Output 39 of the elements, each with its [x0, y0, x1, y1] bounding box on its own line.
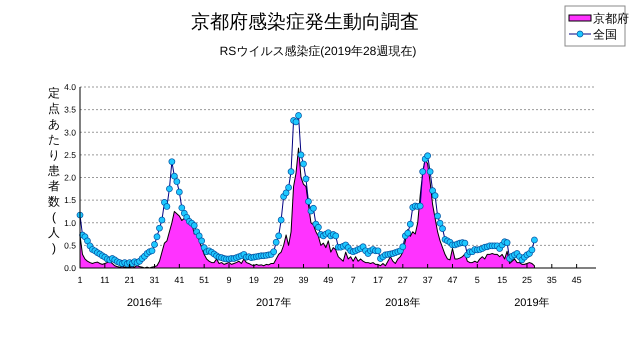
x-tick-label: 45 [572, 275, 582, 285]
x-tick-label: 21 [124, 275, 135, 285]
y-tick-label: 2.5 [64, 150, 76, 160]
x-tick-label: 47 [447, 275, 458, 285]
x-tick-label: 49 [323, 275, 334, 285]
x-tick-label: 41 [174, 275, 184, 285]
x-tick-label: 9 [226, 275, 232, 285]
x-tick-label: 11 [100, 275, 110, 285]
text: 2016年 [126, 297, 162, 309]
x-tick-label: 31 [149, 275, 160, 285]
y-tick-label: 1.5 [64, 195, 76, 206]
x-tick-label: 19 [248, 275, 259, 285]
chart-title: 京都府感染症発生動向調査 [191, 11, 419, 33]
x-tick-label: 39 [298, 275, 308, 285]
text: 定点あたり患者数(人) [48, 86, 60, 255]
x-tick-label: 5 [474, 275, 480, 285]
text: 2018年 [385, 297, 421, 309]
y-tick-label: 4.0 [64, 82, 76, 92]
x-tick-label: 51 [199, 275, 210, 285]
x-tick-label: 35 [546, 275, 557, 285]
text: 2017年 [256, 297, 292, 309]
x-tick-label: 1 [77, 275, 83, 285]
y-tick-label: 0.0 [64, 263, 76, 273]
y-tick-label: 2.0 [64, 172, 76, 182]
x-tick-label: 27 [398, 275, 408, 285]
legend-label: 全国 [593, 28, 617, 42]
text: 2019年 [514, 297, 550, 309]
chart-subtitle: RSウイルス感染症(2019年28週現在) [220, 44, 416, 58]
x-tick-label: 7 [350, 275, 356, 285]
y-tick-label: 3.5 [64, 104, 76, 115]
y-tick-label: 0.5 [64, 240, 76, 250]
x-tick-label: 25 [522, 275, 532, 285]
x-tick-label: 37 [422, 275, 433, 285]
y-tick-label: 3.0 [64, 127, 76, 138]
legend-label: 京都府 [593, 12, 629, 26]
y-tick-label: 1.0 [64, 218, 76, 228]
x-tick-label: 17 [372, 275, 383, 285]
x-tick-label: 15 [497, 275, 508, 285]
x-tick-label: 29 [274, 275, 284, 285]
